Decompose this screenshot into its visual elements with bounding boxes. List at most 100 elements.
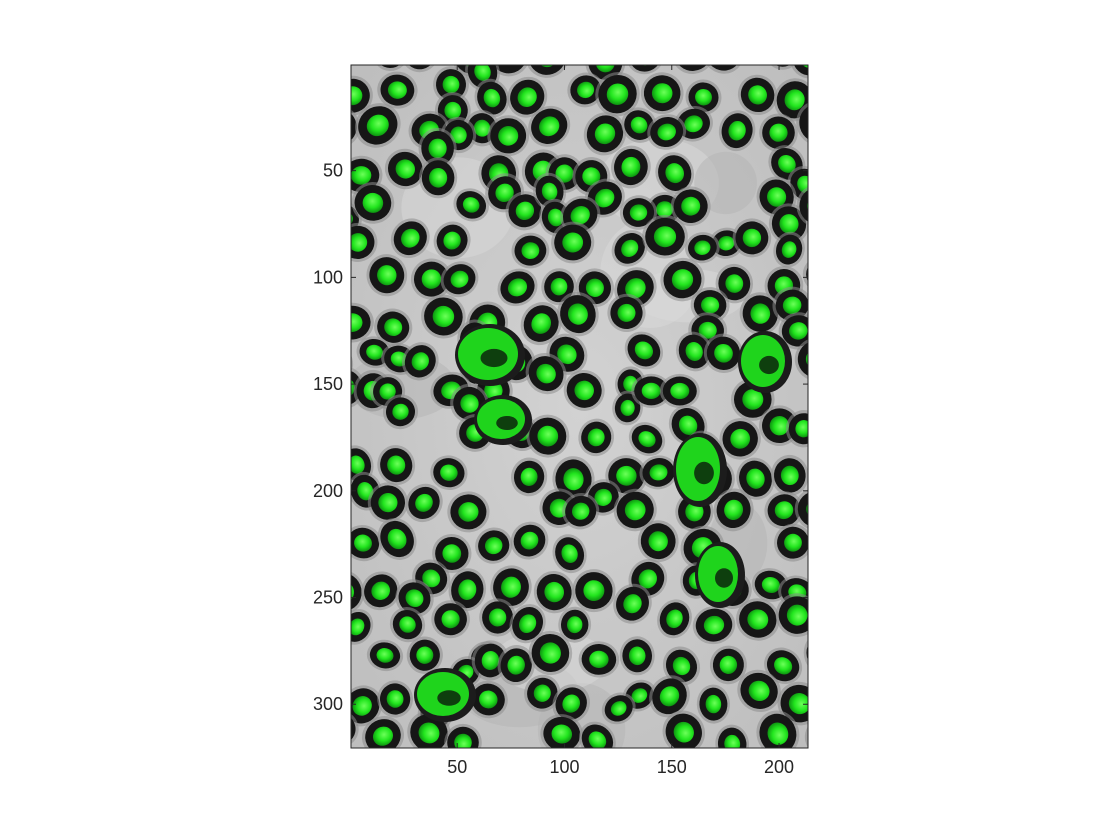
cell: [647, 114, 687, 150]
cell: [351, 222, 378, 262]
cell: [405, 483, 443, 523]
cell: [659, 373, 700, 409]
y-tick-label: 200: [313, 481, 343, 501]
cell: [789, 65, 808, 79]
cell: [303, 403, 356, 457]
cell: [578, 418, 615, 457]
cell: [739, 292, 781, 335]
cell: [468, 680, 508, 719]
cell: [787, 165, 808, 204]
cell: [418, 157, 458, 199]
cell: [809, 411, 849, 452]
cell: [703, 333, 744, 373]
cell: [431, 600, 470, 639]
cell: [715, 263, 754, 304]
cell: [351, 302, 374, 343]
cell: [796, 100, 808, 147]
x-tick-label: 50: [447, 757, 467, 777]
cell-clump: [474, 395, 532, 445]
x-tick-label: 100: [549, 757, 579, 777]
cell: [607, 293, 646, 332]
cell: [377, 445, 416, 486]
cell: [430, 455, 468, 490]
cell-clump: [414, 668, 476, 722]
cell: [614, 267, 657, 310]
cell: [474, 78, 510, 118]
cell: [374, 308, 413, 346]
cell: [778, 312, 808, 350]
cell: [351, 570, 365, 614]
cell: [796, 184, 808, 228]
y-tick-label: 100: [313, 267, 343, 287]
cell: [447, 491, 490, 533]
cell: [490, 565, 532, 610]
background-blotch: [694, 151, 757, 215]
cell: [685, 232, 720, 264]
cell: [640, 72, 684, 115]
axes-frame: [350, 64, 809, 749]
cell: [406, 636, 443, 674]
cell: [637, 520, 679, 563]
cell: [601, 692, 636, 725]
cell: [676, 331, 713, 372]
cell: [774, 523, 808, 562]
cell: [670, 186, 711, 227]
cell: [395, 579, 434, 618]
cell: [525, 65, 569, 78]
cell: [642, 214, 688, 259]
cell: [507, 76, 548, 118]
cell: [444, 723, 482, 748]
cell: [540, 714, 584, 748]
cell: [627, 65, 664, 75]
y-tick-label: 250: [313, 588, 343, 608]
cell: [657, 599, 692, 639]
cell: [354, 103, 401, 148]
cell: [433, 66, 469, 104]
cell: [794, 487, 808, 531]
cell: [510, 457, 548, 497]
cell: [737, 669, 781, 713]
y-tick-label: 50: [323, 161, 343, 181]
x-tick-label: 150: [657, 757, 687, 777]
cell: [709, 645, 747, 685]
cell: [351, 75, 373, 116]
cell-clump: [673, 433, 727, 507]
cell: [736, 457, 775, 500]
cell-clump: [695, 542, 745, 608]
cell: [497, 268, 538, 307]
cell: [692, 606, 736, 645]
y-tick-label: 150: [313, 374, 343, 394]
cell: [583, 112, 627, 156]
cell-clump: [738, 331, 792, 393]
cell: [528, 630, 573, 676]
cell: [487, 115, 530, 157]
cell: [453, 188, 489, 222]
cell: [448, 568, 487, 612]
cell: [305, 629, 356, 681]
cell: [551, 221, 595, 264]
cell: [773, 231, 805, 268]
cell: [719, 418, 761, 460]
cell: [292, 108, 337, 156]
cell: [567, 72, 604, 108]
cell: [528, 105, 571, 147]
cell: [619, 195, 658, 230]
cell: [407, 711, 451, 748]
cell: [770, 454, 808, 496]
cell: [794, 337, 808, 381]
cell: [662, 710, 706, 748]
cell: [578, 721, 616, 748]
cell: [351, 609, 374, 645]
cell: [382, 394, 419, 430]
cell: [367, 482, 409, 523]
cell: [595, 71, 640, 117]
cell: [525, 352, 567, 395]
cell: [366, 254, 408, 297]
cell: [558, 606, 592, 643]
cell: [756, 710, 800, 748]
cell: [410, 258, 452, 300]
cell: [737, 74, 778, 116]
cell: [764, 647, 803, 685]
cell: [611, 145, 651, 189]
cell-clump: [455, 324, 525, 386]
